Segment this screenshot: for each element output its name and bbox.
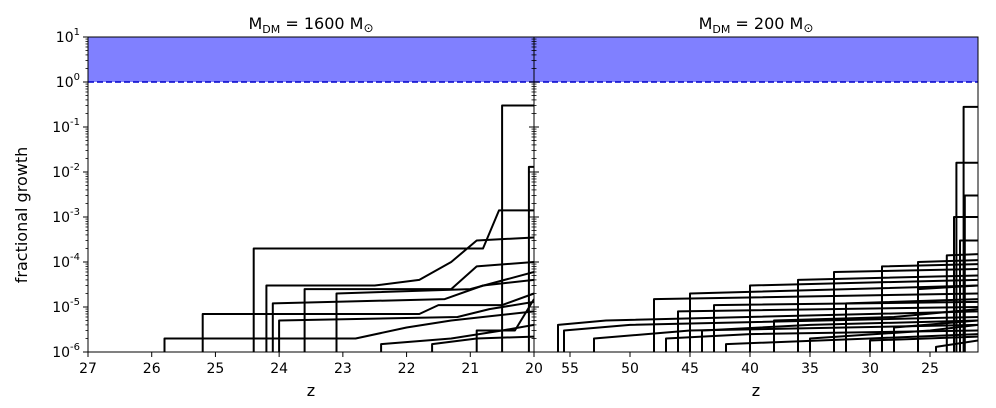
x-tick-label: 26	[143, 361, 161, 377]
series-line-11	[689, 284, 978, 352]
series-line-14	[563, 316, 978, 352]
y-tick-label: 10-2	[52, 162, 80, 181]
series-line-2	[252, 209, 534, 352]
series-line-13	[557, 310, 978, 352]
x-tick-label: 45	[681, 361, 699, 377]
series-line-10	[380, 323, 534, 352]
y-tick-label: 10-1	[52, 117, 80, 136]
series-line-5	[945, 253, 978, 352]
series-line-24	[917, 284, 978, 352]
series-line-7	[201, 292, 534, 352]
series-line-20	[809, 323, 978, 352]
series-line-25	[935, 339, 978, 352]
series-line-17	[701, 319, 978, 352]
series-line-26	[677, 306, 978, 352]
series-line-23	[893, 319, 978, 352]
y-axis-label: fractional growth	[12, 147, 31, 283]
x-tick-label: 23	[334, 361, 352, 377]
x-tick-label: 55	[561, 361, 579, 377]
panel-right: 55 50 45 40 35 30 25 z MDM = 200 M⊙	[529, 14, 979, 400]
series-line-11	[431, 335, 534, 352]
x-tick-label: 25	[921, 361, 939, 377]
y-tick-label: 10-3	[52, 207, 80, 226]
y-tick-label: 10-4	[52, 252, 80, 271]
series-line-22	[869, 335, 978, 352]
series-line-8	[278, 300, 534, 352]
series-line-16	[665, 329, 978, 352]
shaded-band	[534, 37, 978, 82]
shaded-band	[88, 37, 534, 82]
x-axis-label: z	[752, 381, 760, 400]
x-tick-label: 35	[801, 361, 819, 377]
series-line-3	[265, 236, 534, 352]
panel-title: MDM = 1600 M⊙	[248, 14, 373, 36]
y-tick-label: 101	[56, 27, 80, 46]
series-line-2	[963, 194, 978, 352]
x-tick-label: 50	[621, 361, 639, 377]
y-tick-label: 100	[56, 72, 80, 91]
y-tick-label: 10-6	[52, 342, 80, 361]
series-line-1	[527, 165, 534, 352]
x-axis-label: z	[307, 381, 315, 400]
x-tick-label: 21	[461, 361, 479, 377]
series-line-15	[593, 323, 978, 352]
series-line-19	[773, 308, 978, 352]
x-tick-label: 24	[270, 361, 288, 377]
series-line-6	[271, 278, 534, 352]
series-line-18	[725, 333, 978, 352]
panel-left: 27 26 25 24 23 22 21 20 z 10-6 10-5 10-4 10-3 10-2 10-…	[52, 14, 543, 400]
x-tick-label: 22	[398, 361, 416, 377]
series-line-1	[955, 161, 978, 352]
panel-title: MDM = 200 M⊙	[699, 14, 814, 36]
series-line-5	[335, 271, 534, 352]
series-line-27	[713, 300, 978, 352]
x-tick-label: 20	[525, 361, 543, 377]
x-tick-label: 40	[741, 361, 759, 377]
x-tick-label: 25	[207, 361, 225, 377]
x-tick-label: 30	[861, 361, 879, 377]
series-line-12	[475, 298, 534, 352]
series-line-8	[833, 268, 978, 352]
y-tick-label: 10-5	[52, 297, 80, 316]
series-line-4	[959, 239, 978, 352]
series-line-9	[163, 310, 534, 352]
plot-frame	[533, 36, 979, 353]
series-line-0	[501, 104, 534, 352]
x-tick-label: 27	[79, 361, 97, 377]
